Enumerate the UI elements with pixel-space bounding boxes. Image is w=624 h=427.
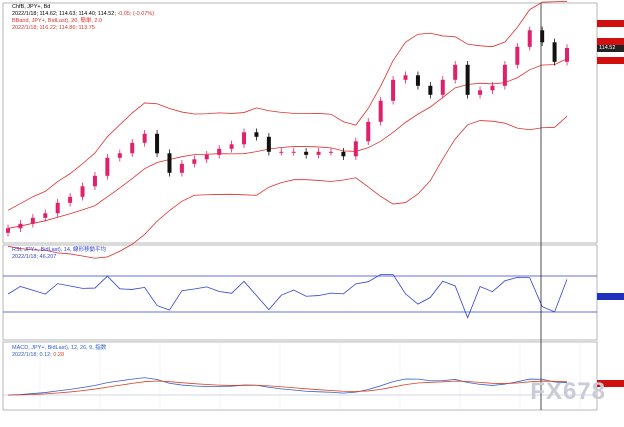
candle-body: [552, 42, 557, 62]
candle-body: [465, 64, 470, 95]
candle-body: [167, 153, 172, 173]
macd-legend-title: MACD, JPY+, BidLast), 12, 26, 9, 指数: [12, 345, 107, 351]
candle-body: [391, 79, 396, 101]
candle-body: [18, 223, 23, 229]
candle-body: [279, 151, 284, 153]
candle-body: [217, 148, 222, 155]
candle-body: [353, 141, 358, 157]
legend-symbol: ChfB, JPY+, Bd: [12, 4, 51, 10]
candle-body: [192, 159, 197, 164]
candle-body: [478, 90, 483, 95]
candle-body: [204, 154, 209, 160]
rsi-tag: [597, 293, 624, 300]
candle-body: [142, 133, 147, 143]
candle-body: [304, 151, 309, 155]
macd-line: [7, 377, 568, 396]
candle-body: [565, 48, 569, 62]
candle-body: [316, 151, 321, 155]
candle-body: [68, 196, 73, 203]
middle-band-tag: [597, 38, 624, 45]
legend-change: -0.05; (-0.07%): [117, 11, 155, 17]
rsi-line: [7, 274, 568, 319]
macd-signal-line: [7, 380, 568, 396]
candle-body: [242, 132, 247, 145]
legend-bbands: BBand, JPY+, BidLast), 20, 簡単, 2.0: [12, 18, 103, 24]
candle-body: [328, 151, 333, 153]
macd-signal-tag: [597, 380, 624, 387]
macd-legend-value: 2022/1/18; 0.12;: [12, 352, 52, 358]
bb-middle: [7, 58, 568, 229]
upper-band-tag: [597, 20, 624, 27]
rsi-legend-value: 2022/1/18; 46.207: [12, 254, 57, 260]
candle-body: [179, 163, 184, 173]
candle-body: [155, 133, 160, 154]
candle-body: [266, 136, 271, 152]
candle-body: [415, 75, 420, 86]
candle-body: [366, 121, 371, 142]
lower-band-tag: [597, 57, 624, 64]
watermark: FX678: [530, 378, 606, 405]
candle-body: [254, 132, 259, 137]
candle-body: [490, 85, 495, 91]
candle-body: [80, 186, 85, 197]
macd-legend-signal: 0.28: [53, 352, 65, 358]
candle-body: [453, 64, 458, 80]
candle-body: [43, 213, 48, 218]
candle-body: [55, 202, 60, 214]
rsi-legend-title: RSI, JPY+, BidLast), 14, 線形移動平均: [12, 247, 106, 253]
macd-legend: MACD, JPY+, BidLast), 12, 26, 9, 指数 2022…: [12, 345, 106, 359]
candle-body: [502, 64, 507, 86]
candle-body: [527, 30, 532, 47]
candle-body: [291, 151, 296, 153]
candle-body: [130, 142, 135, 154]
panel-frame-2: [2, 341, 598, 411]
legend-bbands-values: 2022/1/18; 116.22; 114.86; 113.75: [12, 25, 95, 31]
bb-upper: [7, 0, 568, 211]
candle-body: [378, 100, 383, 122]
candle-body: [30, 217, 35, 224]
candle-body: [117, 153, 122, 158]
candle-body: [540, 30, 545, 43]
candle-body: [6, 228, 10, 233]
main-legend: ChfB, JPY+, Bd 2022/1/18; 114.62; 114.63…: [12, 4, 154, 32]
candle-body: [105, 157, 110, 176]
candle-body: [428, 85, 433, 95]
candle-body: [229, 144, 234, 149]
panel-frame-0: [2, 2, 598, 244]
bb-lower: [7, 115, 568, 259]
legend-ohlc: 2022/1/18; 114.62; 114.63; 114.40; 114.5…: [12, 11, 116, 17]
price-tag: 114.52: [597, 45, 624, 52]
rsi-legend: RSI, JPY+, BidLast), 14, 線形移動平均 2022/1/1…: [12, 247, 106, 261]
candle-body: [515, 46, 520, 65]
panel-frame-1: [2, 244, 598, 341]
candle-body: [92, 175, 97, 187]
candle-body: [403, 75, 408, 80]
candle-body: [341, 151, 346, 157]
candle-body: [440, 79, 445, 95]
